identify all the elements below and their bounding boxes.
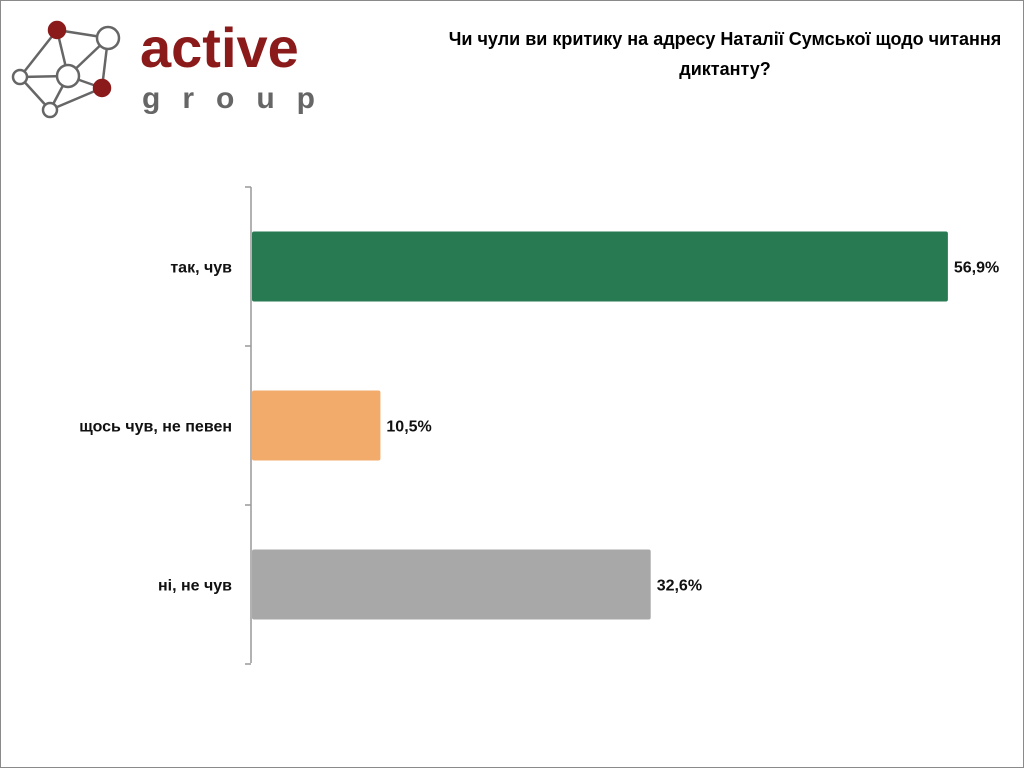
value-label: 56,9%: [954, 260, 999, 277]
category-label: так, чув: [170, 260, 232, 277]
bar: [252, 390, 381, 461]
chart-title: Чи чули ви критику на адресу Наталії Сум…: [448, 29, 1002, 79]
bar: [252, 231, 948, 302]
logo-tagline: group: [142, 82, 337, 115]
value-label: 10,5%: [386, 419, 431, 436]
category-label: щось чув, не певен: [79, 419, 232, 436]
category-label: ні, не чув: [158, 578, 232, 595]
logo-network: [11, 20, 121, 119]
logo-name: active: [140, 16, 299, 79]
value-label: 32,6%: [657, 578, 702, 595]
bar: [252, 549, 651, 620]
